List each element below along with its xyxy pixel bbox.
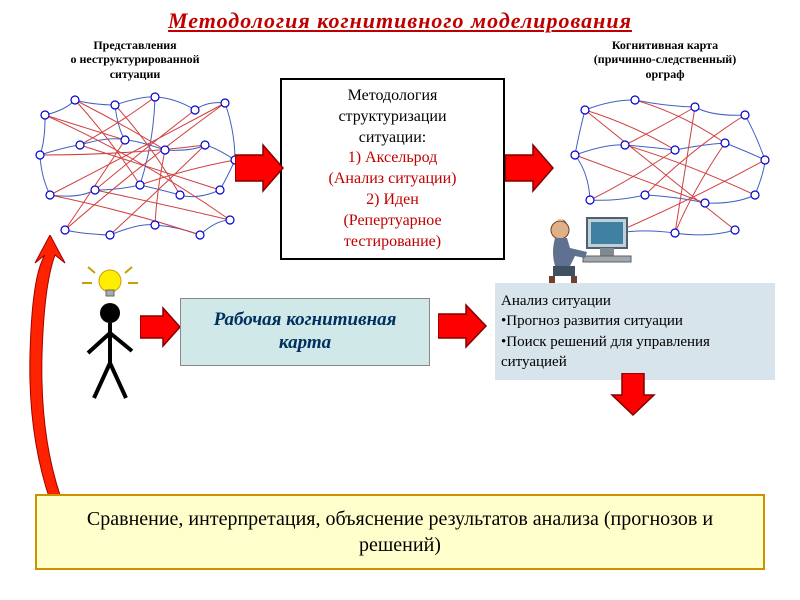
analysis-line: •Поиск решений для управления: [501, 332, 769, 352]
method-line: 2) Иден: [286, 190, 499, 211]
method-line: структуризации: [286, 107, 499, 128]
analysis-line: •Прогноз развития ситуации: [501, 311, 769, 331]
method-line: тестирование): [286, 232, 499, 253]
mid-row: Рабочая когнитивная карта Анализ ситуаци…: [0, 273, 800, 413]
arrow-down-icon: [610, 373, 656, 417]
methodology-box: Методология структуризации ситуации: 1) …: [280, 78, 505, 260]
arrow-right-icon: [438, 303, 488, 349]
method-line: Методология: [286, 86, 499, 107]
method-line: ситуации:: [286, 128, 499, 149]
left-network-label: Представления о неструктурированной ситу…: [20, 38, 250, 81]
analysis-line: Анализ ситуации: [501, 291, 769, 311]
idea-person-icon: [70, 263, 150, 403]
right-network-label: Когнитивная карта (причинно-следственный…: [550, 38, 780, 81]
arrow-right-icon: [235, 143, 285, 193]
left-network-graph: [25, 85, 245, 255]
analysis-box: Анализ ситуации •Прогноз развития ситуац…: [495, 283, 775, 380]
arrow-right-icon: [140, 306, 182, 348]
method-line: (Анализ ситуации): [286, 169, 499, 190]
bottom-summary-box: Сравнение, интерпретация, объяснение рез…: [35, 494, 765, 570]
left-network-block: Представления о неструктурированной ситу…: [20, 38, 250, 260]
arrow-right-icon: [505, 143, 555, 193]
method-line: 1) Аксельрод: [286, 148, 499, 169]
top-row: Представления о неструктурированной ситу…: [0, 38, 800, 273]
method-line: (Репертуарное: [286, 211, 499, 232]
working-map-box: Рабочая когнитивная карта: [180, 298, 430, 366]
analysis-line: ситуацией: [501, 352, 769, 372]
page-title: Методология когнитивного моделирования: [0, 0, 800, 38]
